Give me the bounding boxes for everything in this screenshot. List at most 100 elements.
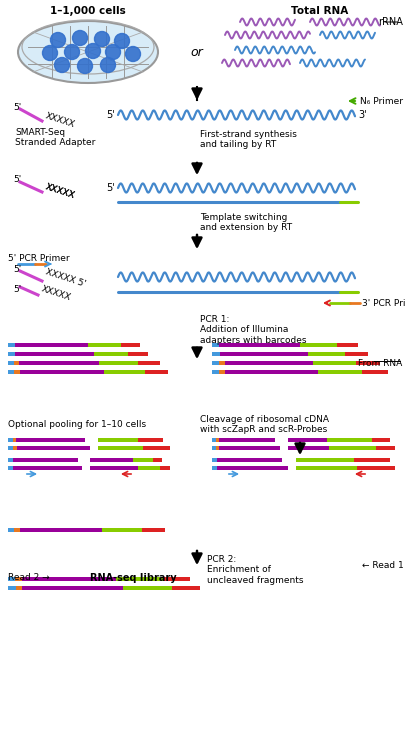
Bar (15, 578, 21, 580)
Bar (160, 466, 170, 470)
Bar (13, 446, 17, 450)
Bar (164, 578, 190, 580)
Bar (8, 586, 16, 590)
Text: XXXXX: XXXXX (44, 182, 76, 200)
Bar (216, 438, 219, 442)
Bar (212, 352, 220, 356)
Bar (212, 344, 219, 346)
Text: rRNA: rRNA (378, 17, 403, 27)
Bar (217, 458, 282, 462)
Bar (212, 362, 219, 364)
Bar (354, 458, 390, 462)
Text: PCR 1:
Addition of Illumina
adapters with barcodes: PCR 1: Addition of Illumina adapters wit… (200, 315, 307, 345)
Bar (121, 344, 140, 346)
Text: 5': 5' (106, 183, 115, 193)
Bar (296, 466, 357, 470)
Circle shape (43, 46, 58, 61)
Bar (22, 586, 123, 590)
Circle shape (100, 58, 115, 73)
Circle shape (55, 58, 70, 73)
Bar (138, 438, 163, 442)
Bar (220, 352, 308, 356)
Text: or: or (191, 46, 203, 58)
Bar (219, 370, 225, 374)
Bar (19, 362, 99, 364)
Bar (212, 438, 216, 442)
Bar (8, 458, 13, 462)
Text: Cleavage of ribosomal cDNA
with scZapR and scR-Probes: Cleavage of ribosomal cDNA with scZapR a… (200, 415, 329, 434)
Circle shape (51, 32, 66, 47)
Bar (153, 458, 162, 462)
Bar (138, 466, 160, 470)
Circle shape (105, 44, 121, 59)
Bar (212, 370, 219, 374)
Bar (14, 362, 19, 364)
Circle shape (85, 44, 100, 58)
Text: 1–1,000 cells: 1–1,000 cells (50, 6, 126, 16)
Bar (357, 466, 395, 470)
Bar (301, 344, 337, 346)
Bar (212, 466, 217, 470)
Bar (362, 370, 388, 374)
Bar (21, 578, 116, 580)
Bar (8, 578, 15, 580)
Bar (20, 370, 104, 374)
Text: PCR 2:
Enrichment of
uncleaved fragments: PCR 2: Enrichment of uncleaved fragments (207, 555, 303, 585)
Bar (219, 362, 225, 364)
Bar (8, 438, 13, 442)
Bar (116, 578, 164, 580)
Bar (212, 446, 216, 450)
Bar (102, 528, 142, 532)
Text: 5': 5' (13, 103, 21, 112)
Bar (8, 362, 14, 364)
Bar (376, 446, 395, 450)
Bar (216, 446, 220, 450)
Bar (313, 362, 356, 364)
Bar (8, 352, 15, 356)
Bar (90, 458, 133, 462)
Bar (288, 438, 327, 442)
Text: Read 2 →: Read 2 → (8, 573, 50, 582)
Bar (13, 458, 78, 462)
Ellipse shape (18, 21, 158, 83)
Text: From RNA: From RNA (358, 358, 402, 368)
Text: ← Read 1: ← Read 1 (362, 562, 404, 571)
Text: 5': 5' (13, 286, 21, 295)
Bar (337, 344, 358, 346)
Bar (16, 586, 22, 590)
Circle shape (126, 46, 141, 62)
Bar (318, 370, 362, 374)
Text: XXXXX: XXXXX (44, 111, 76, 129)
Bar (133, 458, 153, 462)
Bar (142, 528, 165, 532)
Text: XXXXX: XXXXX (44, 182, 76, 200)
Bar (90, 466, 138, 470)
Bar (288, 446, 329, 450)
Text: 3' PCR Primer: 3' PCR Primer (362, 298, 405, 307)
Bar (15, 370, 20, 374)
Bar (17, 446, 90, 450)
Bar (327, 438, 372, 442)
Bar (145, 370, 168, 374)
Bar (212, 458, 217, 462)
Text: Template switching
and extension by RT: Template switching and extension by RT (200, 213, 292, 232)
Bar (88, 344, 121, 346)
Bar (8, 466, 13, 470)
Circle shape (72, 31, 87, 46)
Text: RNA-seq library: RNA-seq library (90, 573, 177, 583)
Text: XXXXX 5': XXXXX 5' (44, 268, 87, 289)
Bar (99, 362, 138, 364)
Circle shape (64, 44, 79, 59)
Circle shape (77, 58, 92, 74)
Text: SMART-Seq
Stranded Adapter: SMART-Seq Stranded Adapter (15, 128, 95, 148)
Bar (172, 586, 200, 590)
Bar (123, 586, 172, 590)
Bar (17, 438, 85, 442)
Text: 3': 3' (358, 110, 367, 120)
Text: 5': 5' (13, 176, 21, 184)
Bar (128, 352, 148, 356)
Bar (8, 446, 13, 450)
Bar (8, 528, 14, 532)
Bar (13, 438, 17, 442)
Bar (8, 370, 15, 374)
